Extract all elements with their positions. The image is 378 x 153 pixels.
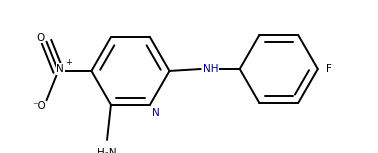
Text: +: + <box>65 58 72 67</box>
Text: N: N <box>152 108 160 118</box>
Text: N: N <box>56 64 64 74</box>
Text: ⁻O: ⁻O <box>32 101 46 111</box>
Text: NH: NH <box>203 64 218 74</box>
Text: O: O <box>37 33 45 43</box>
Text: H₂N: H₂N <box>97 148 117 153</box>
Text: F: F <box>325 64 332 74</box>
